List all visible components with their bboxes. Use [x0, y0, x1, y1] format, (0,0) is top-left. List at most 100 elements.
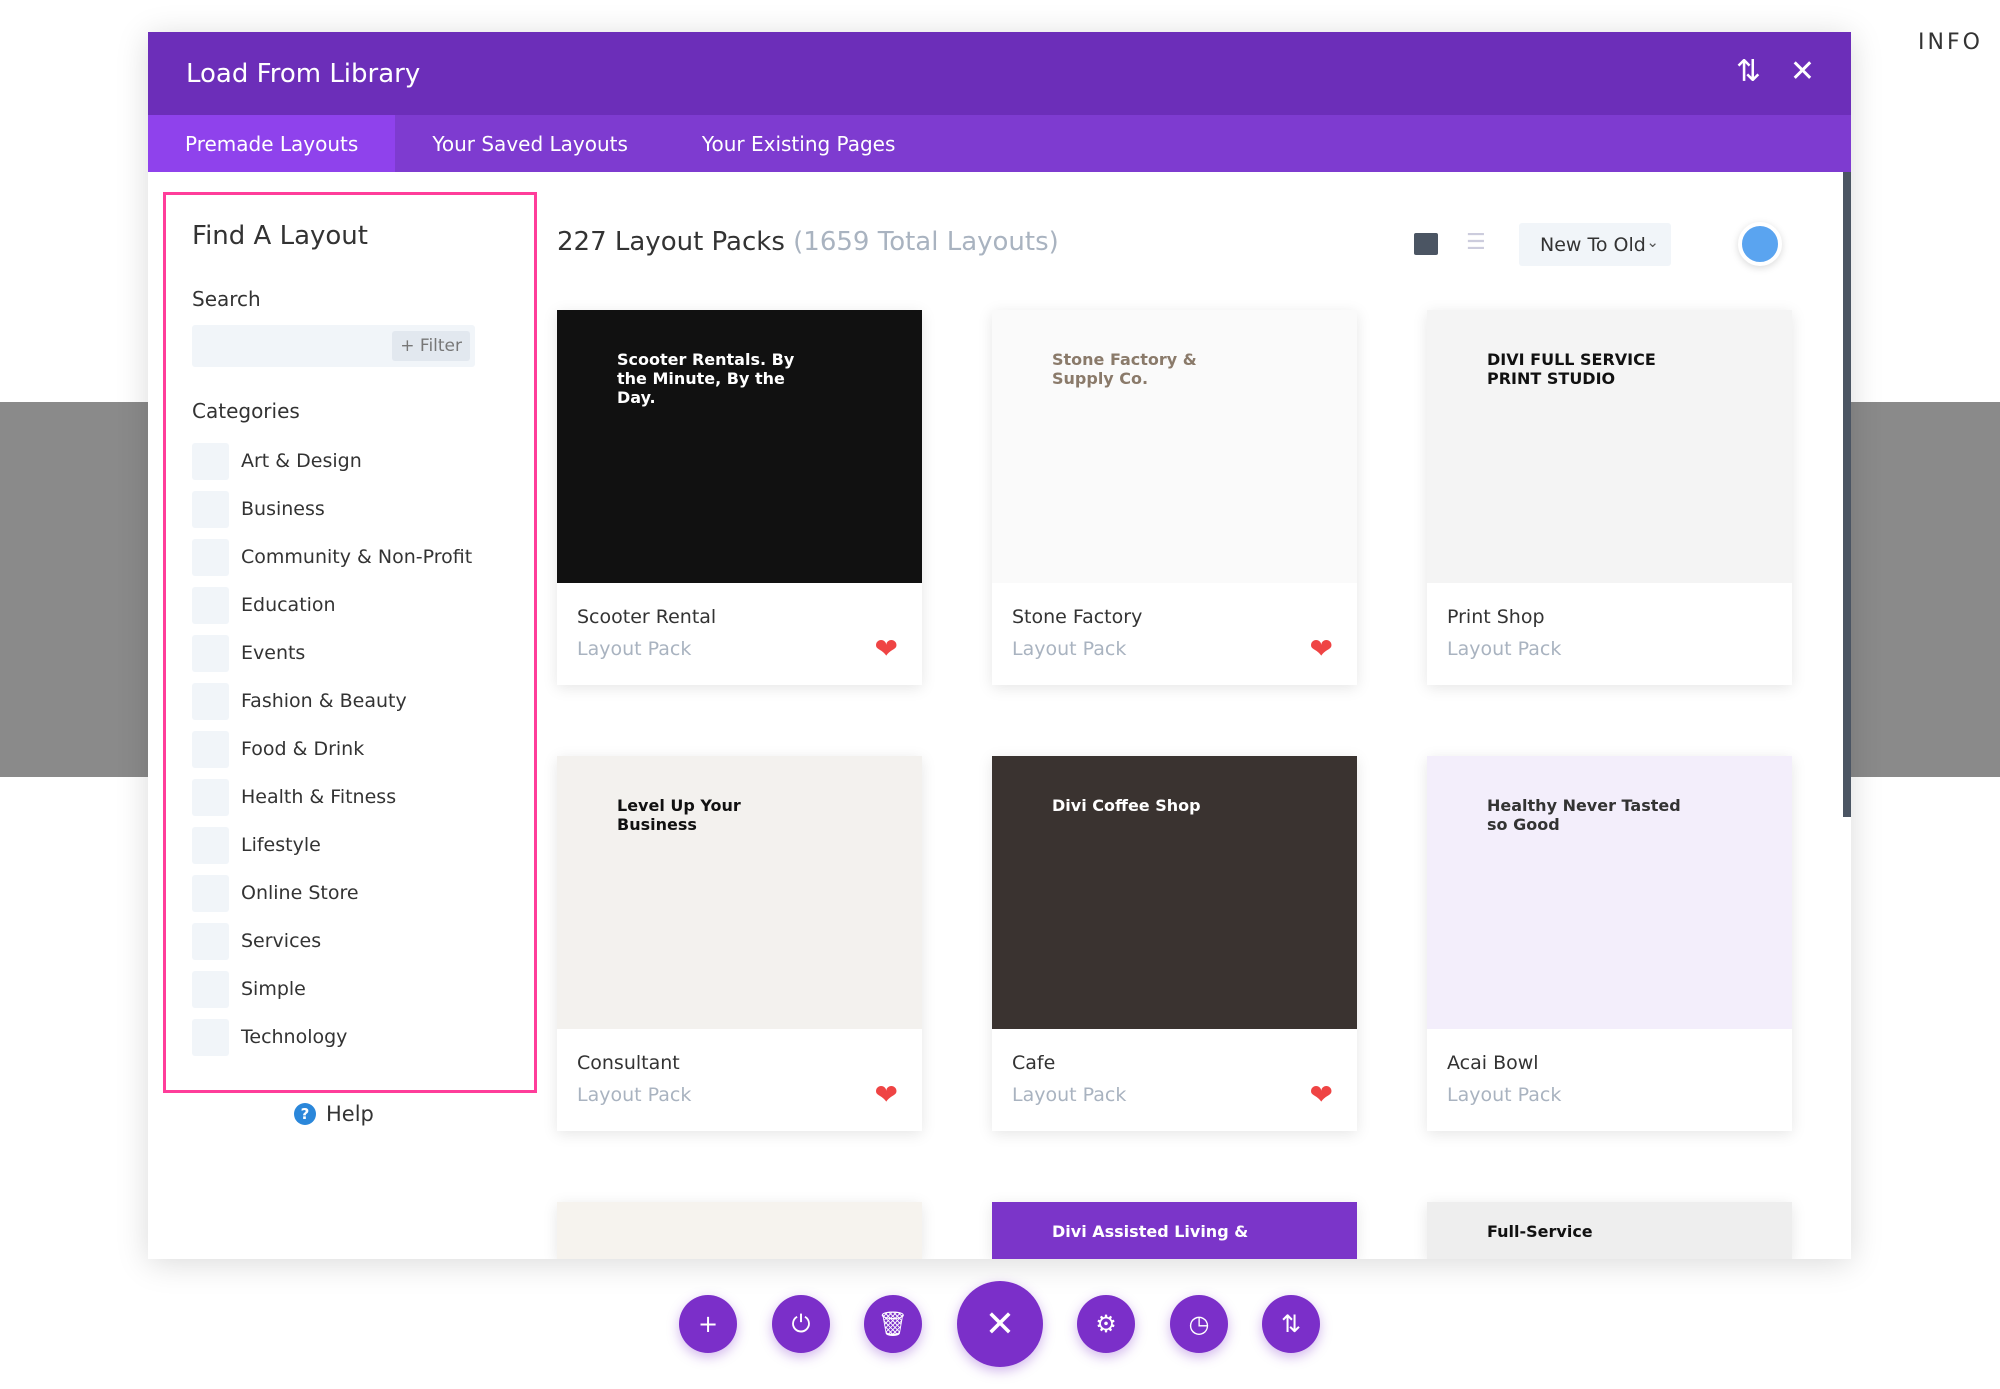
- search-input[interactable]: + Filter: [192, 325, 475, 367]
- category-checkbox[interactable]: [192, 538, 229, 576]
- category-label: Technology: [241, 1026, 348, 1048]
- thumbnail-text: Full-Service: [1487, 1222, 1593, 1241]
- category-checkbox[interactable]: [192, 586, 229, 624]
- close-icon: ✕: [984, 1303, 1016, 1345]
- category-checkbox[interactable]: [192, 730, 229, 768]
- layout-thumbnail: Full-Service: [1427, 1202, 1792, 1259]
- tab-existing-pages[interactable]: Your Existing Pages: [701, 131, 896, 156]
- card-title: Consultant: [577, 1052, 680, 1074]
- category-checkbox[interactable]: [192, 778, 229, 816]
- card-title: Acai Bowl: [1447, 1052, 1539, 1074]
- category-checkbox[interactable]: [192, 634, 229, 672]
- layout-card[interactable]: Divi Assisted Living &: [992, 1202, 1357, 1259]
- list-view-icon[interactable]: ☰: [1466, 230, 1486, 255]
- category-item[interactable]: Fashion & Beauty: [192, 677, 508, 725]
- category-item[interactable]: Art & Design: [192, 437, 508, 485]
- help-link[interactable]: ? Help: [294, 1102, 374, 1126]
- card-subtitle: Layout Pack: [1012, 638, 1127, 660]
- help-label: Help: [326, 1102, 374, 1126]
- sort-icon[interactable]: ⇅: [1735, 54, 1761, 89]
- category-item[interactable]: Food & Drink: [192, 725, 508, 773]
- category-checkbox[interactable]: [192, 874, 229, 912]
- plus-button[interactable]: +: [679, 1295, 737, 1353]
- close-icon[interactable]: ✕: [1789, 54, 1815, 89]
- chevron-down-icon: ⌄: [1646, 233, 1659, 251]
- layout-card[interactable]: Stone Factory & Supply Co. Stone Factory…: [992, 310, 1357, 685]
- card-subtitle: Layout Pack: [1447, 638, 1562, 660]
- category-item[interactable]: Online Store: [192, 869, 508, 917]
- history-icon: ◷: [1188, 1310, 1210, 1338]
- info-label[interactable]: INFO: [1918, 30, 1983, 55]
- category-label: Food & Drink: [241, 738, 365, 760]
- avatar[interactable]: [1738, 222, 1782, 266]
- category-label: Simple: [241, 978, 306, 1000]
- layout-thumbnail: Divi Assisted Living &: [992, 1202, 1357, 1259]
- card-subtitle: Layout Pack: [1012, 1084, 1127, 1106]
- category-item[interactable]: Education: [192, 581, 508, 629]
- category-checkbox[interactable]: [192, 682, 229, 720]
- heart-icon[interactable]: ❤: [1309, 1078, 1333, 1111]
- category-label: Events: [241, 642, 306, 664]
- thumbnail-text: Divi Coffee Shop: [1052, 796, 1201, 815]
- category-label: Online Store: [241, 882, 359, 904]
- category-label: Education: [241, 594, 336, 616]
- layout-card[interactable]: Divi Coffee Shop Cafe Layout Pack ❤: [992, 756, 1357, 1131]
- search-label: Search: [192, 287, 261, 311]
- category-label: Business: [241, 498, 325, 520]
- tab-saved-layouts[interactable]: Your Saved Layouts: [432, 131, 628, 156]
- tab-premade-layouts[interactable]: Premade Layouts: [148, 115, 396, 172]
- category-item[interactable]: Simple: [192, 965, 508, 1013]
- heart-icon[interactable]: ❤: [874, 1078, 898, 1111]
- category-item[interactable]: Health & Fitness: [192, 773, 508, 821]
- category-checkbox[interactable]: [192, 826, 229, 864]
- card-title: Cafe: [1012, 1052, 1056, 1074]
- card-title: Stone Factory: [1012, 606, 1143, 628]
- gear-button[interactable]: ⚙: [1077, 1295, 1135, 1353]
- card-title: Scooter Rental: [577, 606, 717, 628]
- category-checkbox[interactable]: [192, 442, 229, 480]
- category-item[interactable]: Lifestyle: [192, 821, 508, 869]
- layout-card[interactable]: Level Up Your Business Consultant Layout…: [557, 756, 922, 1131]
- layout-thumbnail: Healthy Never Tasted so Good: [1427, 756, 1792, 1029]
- category-item[interactable]: Services: [192, 917, 508, 965]
- category-label: Fashion & Beauty: [241, 690, 407, 712]
- layout-thumbnail: DIVI FULL SERVICE PRINT STUDIO: [1427, 310, 1792, 583]
- heart-icon[interactable]: ❤: [1309, 632, 1333, 665]
- categories-label: Categories: [192, 399, 300, 423]
- trash-button[interactable]: 🗑: [864, 1295, 922, 1353]
- filter-button[interactable]: + Filter: [392, 331, 470, 361]
- sort-select[interactable]: New To Old ⌄: [1519, 223, 1671, 266]
- category-item[interactable]: Events: [192, 629, 508, 677]
- category-item[interactable]: Technology: [192, 1013, 508, 1061]
- heart-icon[interactable]: ❤: [874, 632, 898, 665]
- layout-card[interactable]: Scooter Rentals. By the Minute, By the D…: [557, 310, 922, 685]
- card-title: Print Shop: [1447, 606, 1545, 628]
- category-checkbox[interactable]: [192, 922, 229, 960]
- layout-card[interactable]: Full-Service: [1427, 1202, 1792, 1259]
- layout-thumbnail: [557, 1202, 922, 1259]
- category-checkbox[interactable]: [192, 490, 229, 528]
- layout-card[interactable]: DIVI FULL SERVICE PRINT STUDIO Print Sho…: [1427, 310, 1792, 685]
- trash-icon: 🗑: [877, 1310, 909, 1338]
- thumbnail-text: Stone Factory & Supply Co.: [1052, 350, 1197, 388]
- category-label: Art & Design: [241, 450, 362, 472]
- card-subtitle: Layout Pack: [1447, 1084, 1562, 1106]
- grid-view-icon[interactable]: [1414, 233, 1438, 255]
- scrollbar[interactable]: [1843, 172, 1851, 817]
- category-checkbox[interactable]: [192, 970, 229, 1008]
- sort-button[interactable]: ⇅: [1262, 1295, 1320, 1353]
- layout-card[interactable]: Healthy Never Tasted so Good Acai Bowl L…: [1427, 756, 1792, 1131]
- thumbnail-text: Divi Assisted Living &: [1052, 1222, 1249, 1241]
- power-button[interactable]: ⏻: [772, 1295, 830, 1353]
- category-checkbox[interactable]: [192, 1018, 229, 1056]
- category-item[interactable]: Business: [192, 485, 508, 533]
- close-button[interactable]: ✕: [957, 1281, 1043, 1367]
- gear-icon: ⚙: [1095, 1310, 1117, 1338]
- history-button[interactable]: ◷: [1170, 1295, 1228, 1353]
- load-from-library-modal: Load From Library ⇅ ✕ Premade Layouts Yo…: [148, 32, 1851, 1259]
- total-count: (1659 Total Layouts): [793, 227, 1059, 257]
- layout-card[interactable]: [557, 1202, 922, 1259]
- thumbnail-text: Level Up Your Business: [617, 796, 741, 834]
- category-item[interactable]: Community & Non-Profit: [192, 533, 508, 581]
- thumbnail-text: Healthy Never Tasted so Good: [1487, 796, 1681, 834]
